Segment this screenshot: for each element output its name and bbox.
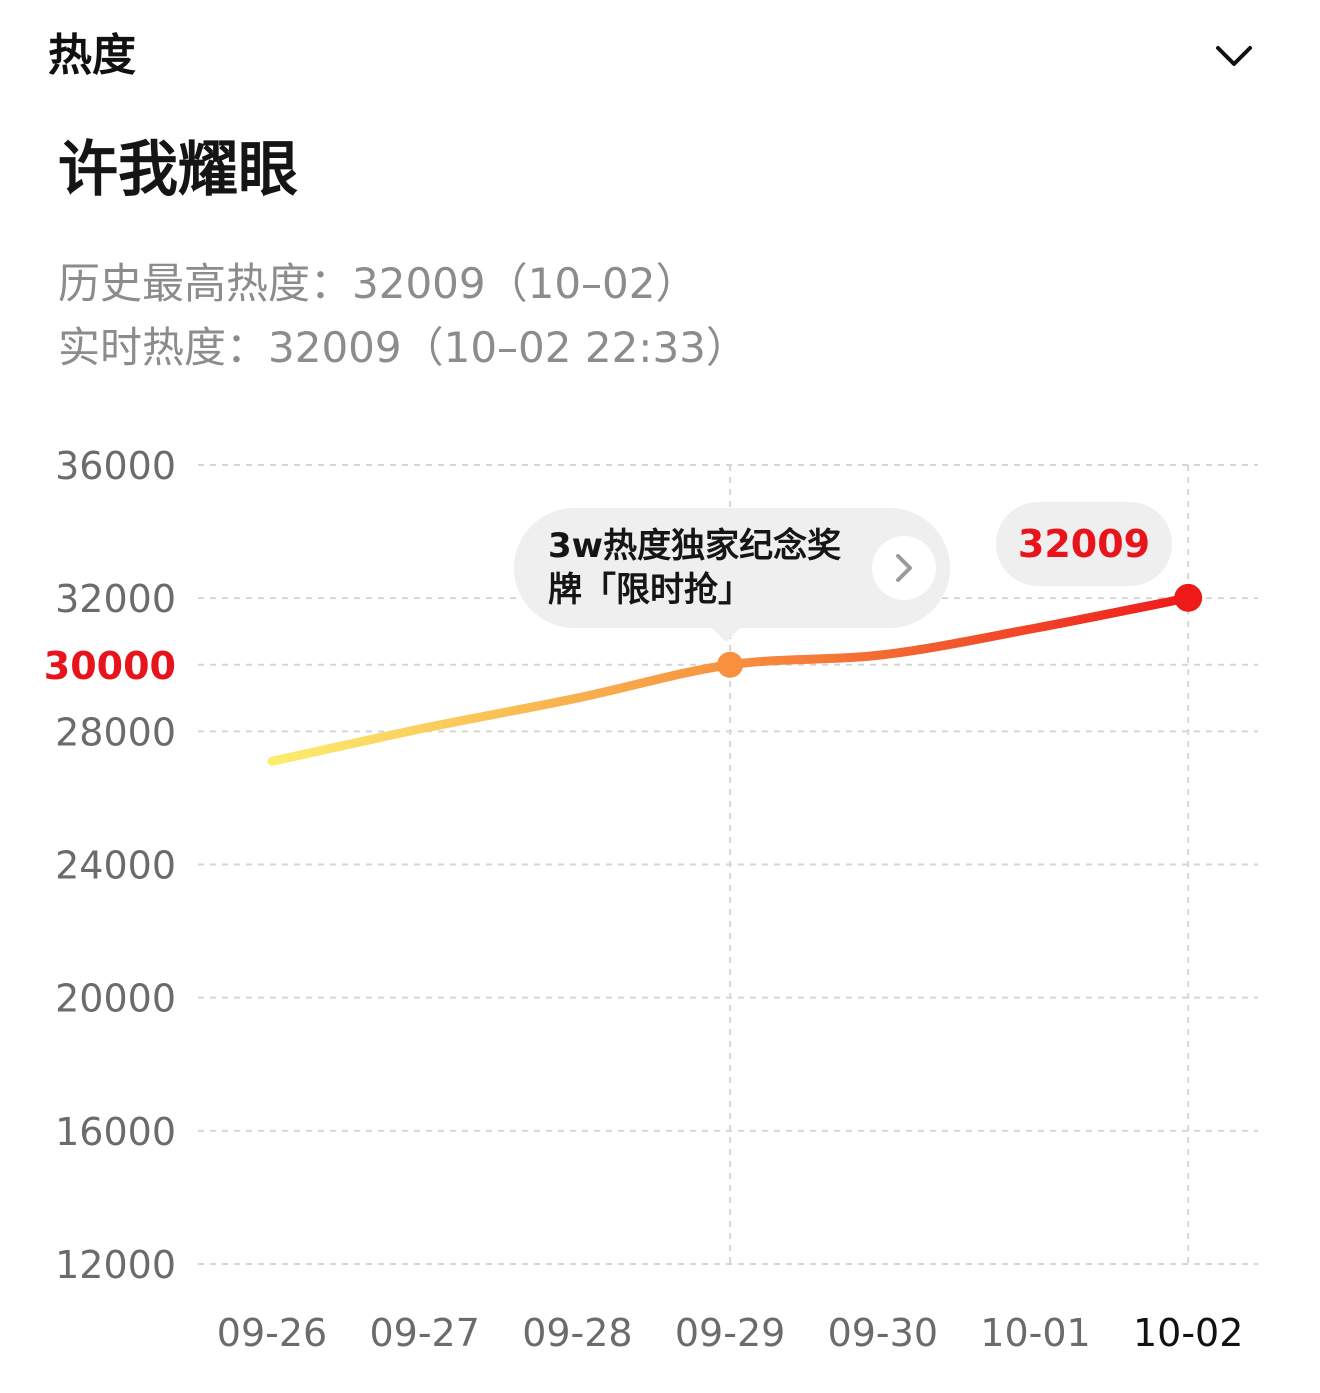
x-tick-09-30: 09-30	[828, 1311, 938, 1355]
y-tick-30000: 30000	[44, 644, 176, 688]
x-tick-10-02: 10-02	[1133, 1311, 1243, 1355]
chevron-right-icon	[896, 554, 912, 582]
data-point-10-02[interactable]	[1174, 583, 1203, 612]
collapse-button[interactable]	[1210, 32, 1258, 80]
x-tick-09-29: 09-29	[675, 1311, 785, 1355]
x-tick-09-27: 09-27	[369, 1311, 479, 1355]
realtime-heat-line: 实时热度：32009（10–02 22:33）	[58, 323, 748, 372]
y-tick-36000: 36000	[55, 444, 176, 488]
y-tick-16000: 16000	[55, 1110, 176, 1154]
data-point-09-29[interactable]	[717, 651, 744, 678]
x-tick-10-01: 10-01	[980, 1311, 1090, 1355]
header: 热度	[48, 26, 1258, 86]
y-tick-12000: 12000	[55, 1243, 176, 1287]
y-tick-24000: 24000	[55, 844, 176, 888]
heat-trend-chart: 36000 32000 30000 28000 24000 20000 16000 12000…	[0, 420, 1320, 1393]
promo-arrow-button[interactable]	[872, 536, 936, 600]
y-tick-28000: 28000	[55, 710, 176, 754]
current-value-label: 32009	[996, 502, 1172, 586]
chevron-down-icon	[1216, 46, 1252, 66]
x-tick-09-28: 09-28	[522, 1311, 632, 1355]
chart-canvas: 36000 32000 30000 28000 24000 20000 16000 12000…	[44, 444, 1258, 1355]
promo-bubble[interactable]: 3w热度独家纪念奖牌「限时抢」	[514, 508, 950, 628]
promo-bubble-tail	[710, 626, 742, 642]
x-tick-09-26: 09-26	[217, 1311, 327, 1355]
peak-heat-line: 历史最高热度：32009（10–02）	[58, 259, 698, 308]
y-tick-20000: 20000	[55, 977, 176, 1021]
y-tick-32000: 32000	[55, 577, 176, 621]
promo-text: 3w热度独家纪念奖牌「限时抢」	[548, 526, 842, 610]
topic-title: 许我耀眼	[58, 135, 298, 205]
header-title: 热度	[48, 30, 136, 81]
